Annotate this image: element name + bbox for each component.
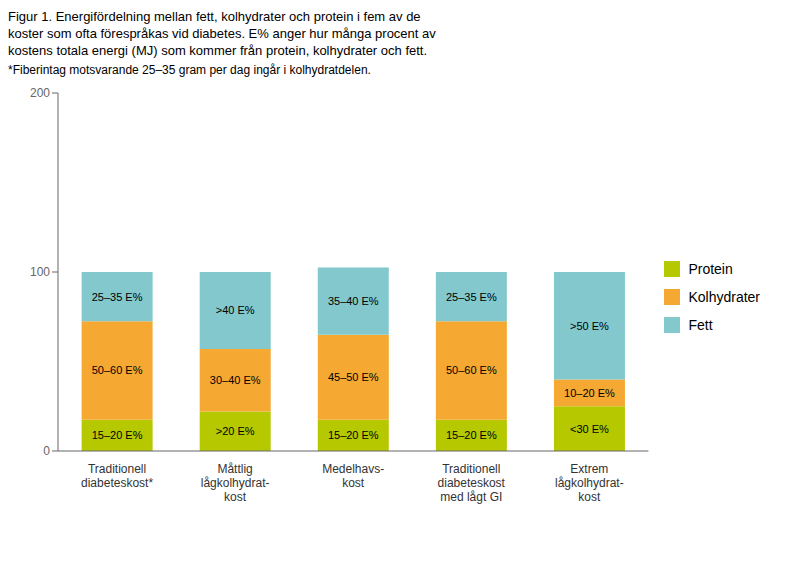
svg-text:Traditionelldiabeteskostmed lå: Traditionelldiabeteskostmed lågt GI xyxy=(438,462,506,504)
svg-text:10–20 E%: 10–20 E% xyxy=(564,387,615,399)
svg-text:25–35 E%: 25–35 E% xyxy=(92,291,143,303)
svg-text:15–20 E%: 15–20 E% xyxy=(328,429,379,441)
svg-text:0: 0 xyxy=(43,444,50,458)
svg-text:Extremlågkolhydrat-kost: Extremlågkolhydrat-kost xyxy=(555,462,624,504)
html-text:Protein: Protein xyxy=(688,261,733,277)
html-text:Figur 1. Energifördelning mell: Figur 1. Energifördelning mellan fett, k… xyxy=(8,9,436,58)
svg-text:100: 100 xyxy=(30,265,50,279)
svg-text:15–20 E%: 15–20 E% xyxy=(92,429,143,441)
svg-text:35–40 E%: 35–40 E% xyxy=(328,295,379,307)
svg-text:Måttliglågkolhydrat-kost: Måttliglågkolhydrat-kost xyxy=(201,462,270,504)
svg-text:Medelhavs-kost: Medelhavs-kost xyxy=(322,462,384,490)
svg-text:50–60 E%: 50–60 E% xyxy=(92,364,143,376)
svg-text:25–35 E%: 25–35 E% xyxy=(446,291,497,303)
html-text:Kolhydrater: Kolhydrater xyxy=(688,289,760,305)
svg-text:50–60 E%: 50–60 E% xyxy=(446,364,497,376)
html-text:Fett: Fett xyxy=(688,317,713,333)
svg-text:15–20 E%: 15–20 E% xyxy=(446,429,497,441)
svg-text:<30 E%: <30 E% xyxy=(570,423,609,435)
svg-text:200: 200 xyxy=(30,86,50,100)
svg-text:>20 E%: >20 E% xyxy=(216,425,255,437)
svg-text:>40 E%: >40 E% xyxy=(216,304,255,316)
svg-text:Traditionelldiabeteskost*: Traditionelldiabeteskost* xyxy=(81,462,153,490)
svg-text:>50 E%: >50 E% xyxy=(570,320,609,332)
svg-text:30–40 E%: 30–40 E% xyxy=(210,374,261,386)
html-text:*Fiberintag motsvarande 25–35: *Fiberintag motsvarande 25–35 gram per d… xyxy=(8,63,371,77)
svg-text:45–50 E%: 45–50 E% xyxy=(328,371,379,383)
